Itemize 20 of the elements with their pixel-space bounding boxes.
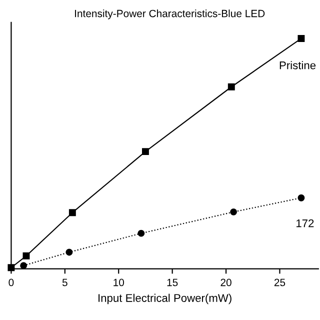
series-label: 172 <box>296 219 314 228</box>
x-tick-label: 5 <box>62 278 68 286</box>
x-tick-label: 0 <box>8 278 14 286</box>
point <box>66 248 73 256</box>
point <box>298 194 305 202</box>
x-axis-title: Input Electrical Power(mW) <box>98 294 232 304</box>
point <box>228 83 235 90</box>
x-tick-label: 10 <box>114 278 124 286</box>
point <box>230 208 238 216</box>
point <box>138 230 145 237</box>
point <box>68 209 76 216</box>
point <box>20 262 28 270</box>
x-tick-label: 20 <box>220 278 232 286</box>
point <box>142 148 149 156</box>
point <box>22 252 30 260</box>
x-tick-label: 25 <box>274 278 286 286</box>
point <box>298 35 305 42</box>
chart-title: Intensity-Power Characteristics-Blue LED <box>75 10 265 20</box>
x-tick-label: 15 <box>167 278 178 286</box>
series-label: Pristine <box>280 61 316 70</box>
